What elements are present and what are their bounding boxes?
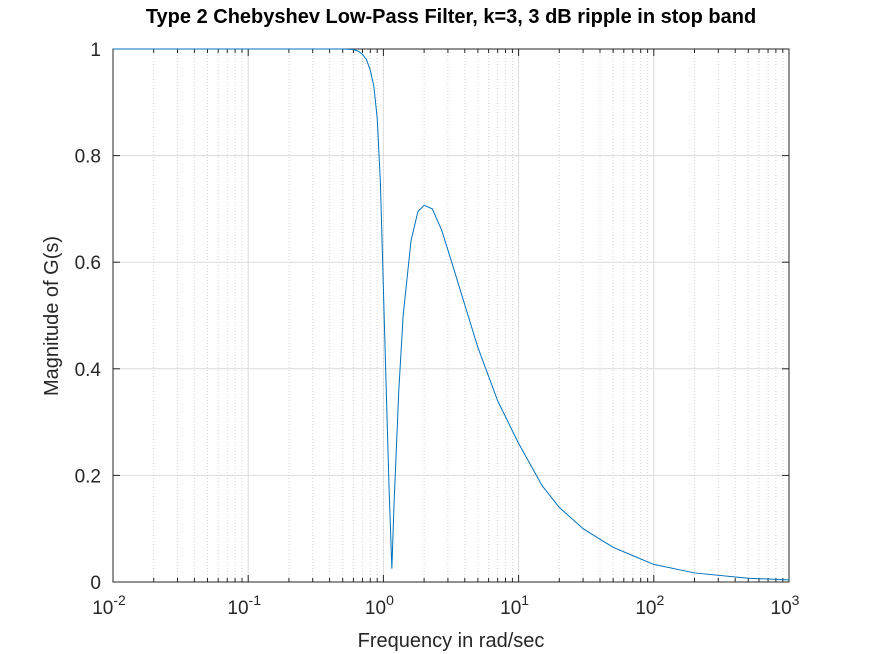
y-tick-label: 0.8: [75, 147, 101, 168]
x-axis-label: Frequency in rad/sec: [358, 630, 545, 652]
y-tick-label: 0.4: [75, 360, 102, 381]
y-axis-label: Magnitude of G(s): [41, 236, 63, 396]
grid: [113, 49, 789, 582]
x-tick-label: 100: [365, 592, 394, 619]
axes: [112, 48, 790, 583]
y-tick-label: 0.2: [75, 466, 101, 487]
x-tick-label: 10-2: [92, 592, 126, 619]
x-tick-label: 102: [635, 592, 664, 619]
x-tick-label: 101: [500, 592, 529, 619]
ticks: 10-2 10-1 100 101 102 103 0 0.2 0.4 0.6 0.8 1: [75, 40, 800, 619]
chart-title: Type 2 Chebyshev Low-Pass Filter, k=3, 3…: [146, 6, 756, 28]
y-tick-label: 1: [90, 40, 101, 61]
x-tick-label: 103: [771, 592, 800, 619]
plot-area: [113, 49, 789, 582]
y-tick-label: 0: [90, 573, 101, 594]
series-line: [113, 48, 790, 581]
y-tick-label: 0.6: [75, 253, 101, 274]
x-tick-label: 10-1: [227, 592, 261, 619]
axes-box: [112, 48, 790, 583]
